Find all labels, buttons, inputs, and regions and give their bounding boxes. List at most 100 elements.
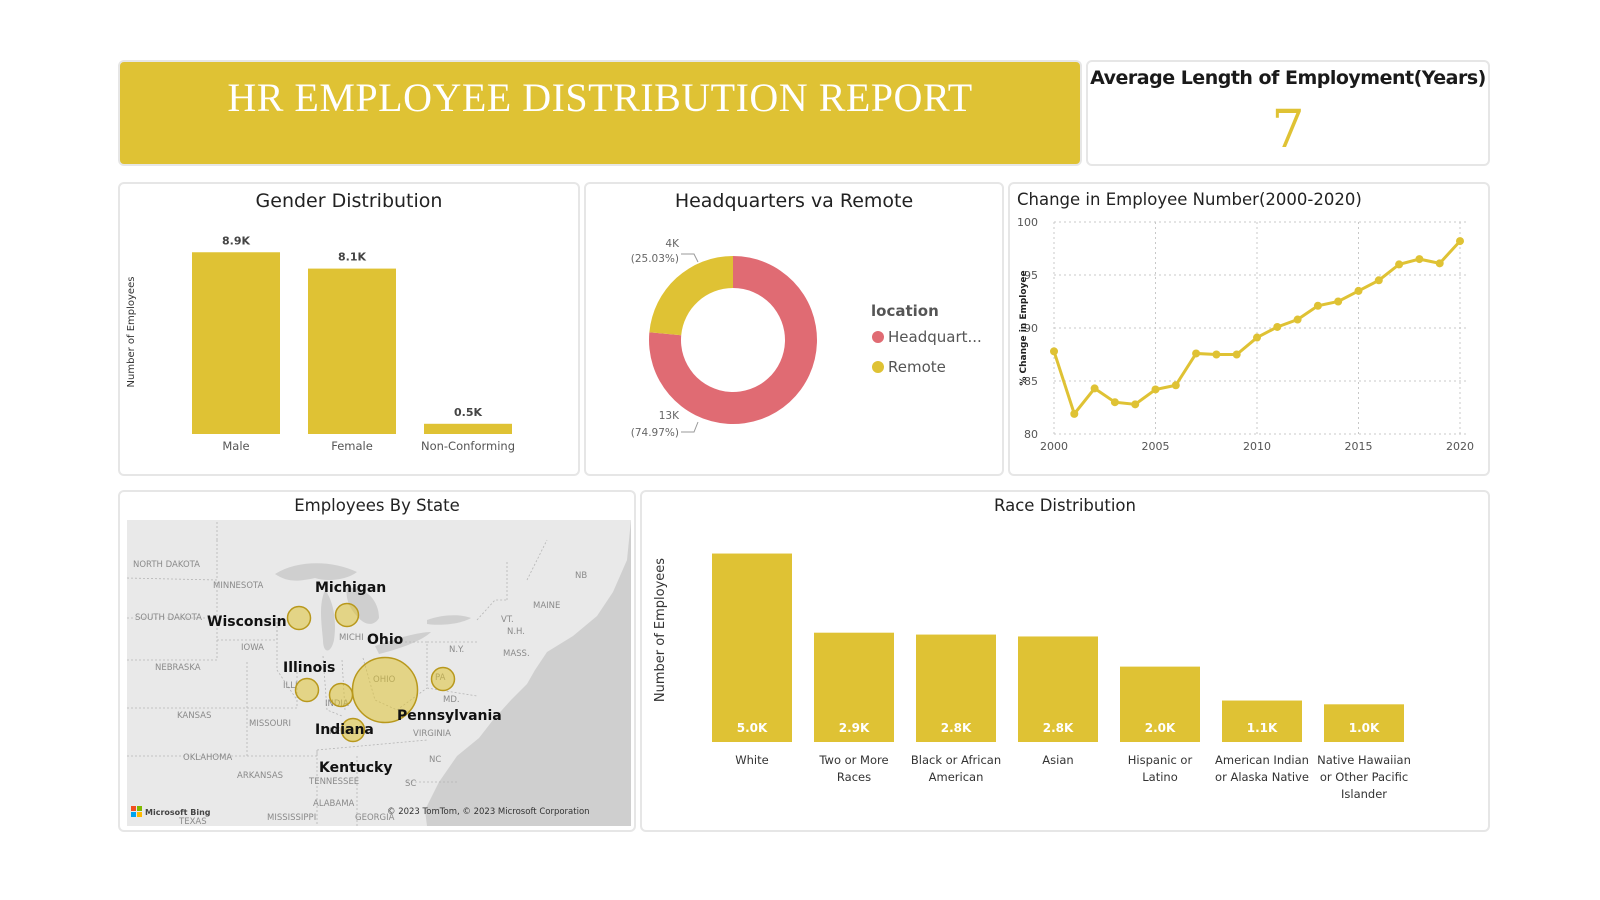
line-data-point[interactable] bbox=[1253, 333, 1261, 342]
race-bar-data-label: 2.9K bbox=[839, 721, 870, 735]
race-bar[interactable] bbox=[814, 632, 894, 742]
race-category-label: Black or African American bbox=[911, 753, 1001, 784]
map-region-label: VIRGINIA bbox=[413, 729, 451, 739]
line-data-point[interactable] bbox=[1273, 322, 1282, 331]
employee-change-card[interactable]: Change in Employee Number(2000-2020) 80 8… bbox=[1008, 182, 1490, 476]
state-bubble[interactable] bbox=[294, 677, 320, 703]
race-category-label: Hispanic or Latino bbox=[1128, 753, 1193, 784]
line-data-point[interactable] bbox=[1110, 398, 1119, 407]
line-x-tick-label: 2005 bbox=[1142, 440, 1170, 453]
remote-percent-label: (25.03%) bbox=[631, 253, 679, 265]
lake-michigan bbox=[321, 590, 335, 651]
line-data-point[interactable] bbox=[1354, 286, 1363, 295]
legend-entry[interactable]: Headquart... bbox=[888, 328, 982, 346]
gender-category-label: Male bbox=[222, 439, 249, 453]
line-data-point[interactable] bbox=[1293, 315, 1302, 324]
map-region-label: NEBRASKA bbox=[155, 663, 201, 673]
line-data-point[interactable] bbox=[1192, 349, 1201, 358]
race-bar-data-label: 5.0K bbox=[737, 721, 768, 735]
employees-by-state-card[interactable]: Employees By State bbox=[118, 490, 636, 832]
line-data-point[interactable] bbox=[1171, 381, 1180, 390]
map-region-label: MISSOURI bbox=[249, 719, 291, 729]
race-bar[interactable] bbox=[1120, 666, 1200, 742]
remote-value-label: 4K bbox=[665, 238, 680, 250]
state-bubble-map[interactable]: NORTH DAKOTA MINNESOTA SOUTH DAKOTA IOWA NEB… bbox=[127, 520, 631, 826]
race-category-label: American Indian or Alaska Native bbox=[1215, 753, 1309, 784]
map-region-label: ILLI bbox=[283, 681, 298, 691]
lake-huron bbox=[346, 587, 379, 624]
race-bar[interactable] bbox=[1018, 636, 1098, 742]
map-region-label: TENNESSEE bbox=[308, 777, 359, 787]
gender-bar[interactable] bbox=[424, 423, 512, 434]
map-region-label: IOWA bbox=[241, 643, 264, 653]
line-y-tick-label: 90 bbox=[1024, 322, 1038, 335]
gender-bar-data-label: 0.5K bbox=[454, 406, 482, 419]
line-x-tick-label: 2010 bbox=[1243, 440, 1271, 453]
map-region-label: N.Y. bbox=[449, 645, 464, 655]
map-region-label: KANSAS bbox=[177, 711, 211, 721]
map-region-label: MISSISSIPPI bbox=[267, 813, 316, 823]
report-title-banner: HR EMPLOYEE DISTRIBUTION REPORT bbox=[118, 60, 1082, 166]
legend-marker bbox=[872, 361, 884, 373]
race-category-line: Hispanic or bbox=[1128, 753, 1193, 767]
race-category-line: White bbox=[735, 753, 768, 767]
race-bar[interactable] bbox=[1222, 700, 1302, 742]
line-data-point[interactable] bbox=[1415, 255, 1424, 264]
state-name-label: Pennsylvania bbox=[397, 708, 502, 724]
location-distribution-card[interactable]: Headquarters va Remote 4K (25.03%) 13K (74.… bbox=[584, 182, 1004, 476]
state-bubble[interactable] bbox=[328, 682, 354, 708]
line-data-point[interactable] bbox=[1151, 385, 1160, 394]
map-region-label: SOUTH DAKOTA bbox=[135, 613, 202, 623]
donut-slice[interactable] bbox=[649, 256, 733, 336]
race-bar-data-label: 1.1K bbox=[1247, 721, 1278, 735]
line-data-point[interactable] bbox=[1070, 409, 1079, 418]
line-data-point[interactable] bbox=[1334, 297, 1343, 306]
map-region-label: MASS. bbox=[503, 649, 530, 659]
avg-employment-kpi-card[interactable]: Average Length of Employment(Years) 7 bbox=[1086, 60, 1490, 166]
lake-ontario bbox=[427, 615, 471, 625]
race-bar[interactable] bbox=[712, 553, 792, 742]
state-bubble[interactable] bbox=[351, 656, 419, 724]
line-data-point[interactable] bbox=[1050, 347, 1058, 356]
gender-y-axis-label: Number of Employees bbox=[126, 277, 137, 388]
map-region-label: ALABAMA bbox=[313, 799, 355, 809]
kpi-label: Average Length of Employment(Years) bbox=[1090, 67, 1486, 89]
legend-entry[interactable]: Remote bbox=[888, 358, 946, 376]
race-distribution-card[interactable]: Race Distribution Number of Employees 5.0… bbox=[640, 490, 1490, 832]
line-data-point[interactable] bbox=[1212, 350, 1221, 359]
state-bubble[interactable] bbox=[334, 602, 360, 628]
race-bar[interactable] bbox=[1324, 704, 1404, 742]
line-data-point[interactable] bbox=[1435, 259, 1444, 268]
state-bubble[interactable] bbox=[286, 605, 312, 631]
line-x-tick-label: 2015 bbox=[1345, 440, 1373, 453]
line-y-axis-label: % Change in Employee bbox=[1019, 270, 1029, 385]
race-category-line: American bbox=[929, 770, 984, 784]
race-category-line: Races bbox=[837, 770, 871, 784]
state-bubble[interactable] bbox=[430, 666, 456, 692]
race-bar[interactable] bbox=[916, 634, 996, 742]
employee-change-line-chart: 80 85 90 95 100 2000 2005 2010 2015 2020 % Change … bbox=[1017, 216, 1474, 453]
gender-distribution-card[interactable]: Gender Distribution Number of Employees 8… bbox=[118, 182, 580, 476]
race-bar-chart: Number of Employees 5.0K White 2.9K Two or M… bbox=[653, 553, 1411, 801]
state-bubble[interactable] bbox=[340, 717, 366, 743]
map-ocean bbox=[425, 520, 631, 826]
line-data-point[interactable] bbox=[1374, 276, 1383, 285]
map-title: Employees By State bbox=[294, 496, 460, 515]
state-bubbles[interactable] bbox=[286, 602, 456, 743]
donut-slice[interactable] bbox=[649, 256, 817, 424]
report-title: HR EMPLOYEE DISTRIBUTION REPORT bbox=[227, 75, 973, 120]
map-region-label: MD. bbox=[443, 695, 460, 705]
line-data-point[interactable] bbox=[1131, 400, 1140, 409]
race-bar-data-label: 2.8K bbox=[941, 721, 972, 735]
gender-bar[interactable] bbox=[192, 252, 280, 434]
line-data-point[interactable] bbox=[1232, 350, 1241, 359]
gender-bar[interactable] bbox=[308, 268, 396, 434]
line-data-point[interactable] bbox=[1395, 260, 1404, 269]
map-region-label: VT. bbox=[501, 615, 514, 625]
line-data-point[interactable] bbox=[1456, 237, 1464, 246]
line-data-point[interactable] bbox=[1090, 384, 1099, 393]
map-region-labels: NORTH DAKOTA MINNESOTA SOUTH DAKOTA IOWA NEB… bbox=[133, 560, 587, 826]
line-data-point[interactable] bbox=[1313, 301, 1322, 310]
kpi-value: 7 bbox=[1271, 100, 1305, 160]
line-y-tick-label: 100 bbox=[1017, 216, 1038, 229]
